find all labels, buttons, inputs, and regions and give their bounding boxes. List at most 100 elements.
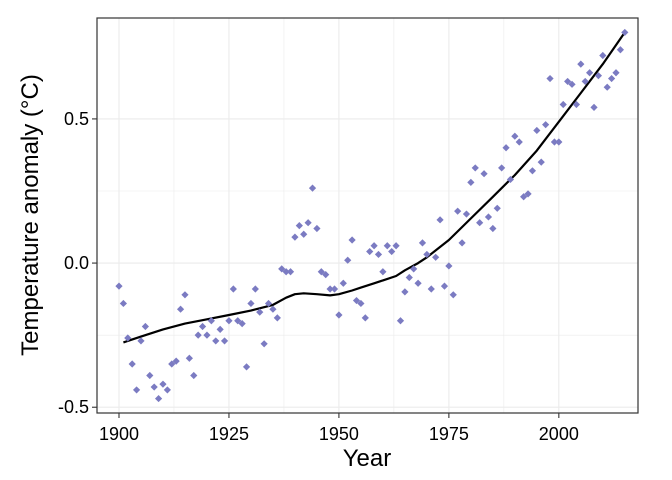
data-point bbox=[542, 121, 550, 129]
data-point bbox=[141, 322, 149, 331]
data-point bbox=[168, 360, 176, 368]
data-point bbox=[326, 285, 334, 293]
data-point bbox=[405, 273, 413, 282]
data-point bbox=[146, 371, 154, 380]
data-point bbox=[506, 175, 515, 184]
data-point bbox=[502, 144, 510, 152]
data-point bbox=[388, 247, 396, 256]
data-point bbox=[339, 279, 347, 287]
data-point bbox=[330, 285, 339, 293]
data-point bbox=[493, 204, 501, 212]
gridlines bbox=[97, 18, 638, 413]
data-point bbox=[256, 308, 264, 316]
data-point bbox=[203, 331, 211, 339]
data-point bbox=[511, 132, 519, 140]
data-point bbox=[555, 138, 563, 146]
data-point bbox=[247, 299, 255, 308]
data-point bbox=[590, 103, 598, 111]
data-point bbox=[128, 360, 136, 368]
y-tick-label: 0.0 bbox=[64, 253, 89, 273]
data-point bbox=[269, 305, 277, 313]
data-point bbox=[379, 268, 387, 276]
data-point bbox=[132, 386, 141, 394]
data-point bbox=[458, 239, 466, 247]
data-point bbox=[335, 311, 343, 319]
data-point bbox=[520, 193, 528, 201]
data-point bbox=[440, 282, 449, 290]
data-point bbox=[366, 247, 374, 256]
data-point bbox=[216, 325, 224, 333]
data-point bbox=[621, 28, 629, 37]
x-tick-label: 2000 bbox=[539, 424, 579, 444]
data-point bbox=[119, 299, 127, 308]
data-point bbox=[300, 230, 308, 238]
data-point bbox=[317, 268, 325, 276]
data-point bbox=[304, 219, 312, 227]
data-point bbox=[577, 60, 585, 68]
data-point bbox=[396, 317, 405, 325]
y-tick-label: 0.5 bbox=[64, 109, 89, 129]
data-point bbox=[207, 317, 215, 325]
data-point bbox=[612, 69, 620, 77]
data-point bbox=[282, 268, 290, 276]
data-point bbox=[546, 74, 554, 83]
data-point bbox=[410, 265, 418, 273]
data-point bbox=[220, 337, 229, 345]
data-point bbox=[454, 207, 462, 215]
data-point bbox=[137, 337, 145, 345]
data-point bbox=[449, 291, 457, 299]
data-point bbox=[572, 100, 581, 109]
data-point bbox=[467, 178, 475, 186]
data-point bbox=[568, 80, 576, 88]
data-point bbox=[348, 236, 356, 244]
x-tick-label: 1950 bbox=[319, 424, 359, 444]
data-point bbox=[251, 285, 259, 293]
x-axis-title: Year bbox=[343, 445, 392, 472]
data-point bbox=[163, 386, 171, 394]
data-point bbox=[278, 265, 286, 273]
data-point bbox=[185, 354, 193, 362]
data-point bbox=[159, 380, 167, 388]
data-point bbox=[528, 167, 537, 175]
data-point bbox=[515, 138, 523, 146]
data-point bbox=[357, 299, 365, 308]
data-point bbox=[238, 320, 246, 328]
data-point bbox=[471, 164, 479, 172]
data-point bbox=[234, 317, 242, 325]
data-point bbox=[322, 271, 330, 279]
data-point bbox=[260, 340, 268, 348]
data-point bbox=[594, 72, 603, 80]
data-point bbox=[616, 46, 625, 54]
data-point bbox=[423, 250, 431, 259]
data-point bbox=[564, 77, 572, 86]
data-point bbox=[229, 285, 237, 293]
data-point bbox=[176, 305, 185, 313]
plot-border bbox=[96, 17, 639, 414]
data-point bbox=[344, 256, 352, 264]
data-point bbox=[225, 317, 233, 325]
data-point bbox=[352, 296, 361, 305]
data-point bbox=[537, 158, 545, 166]
data-point bbox=[414, 279, 422, 287]
data-point bbox=[586, 69, 594, 77]
data-point bbox=[150, 383, 158, 391]
data-point bbox=[295, 221, 303, 230]
x-tick-label: 1975 bbox=[429, 424, 469, 444]
data-point bbox=[608, 74, 616, 83]
data-point bbox=[436, 216, 444, 224]
data-point bbox=[581, 77, 589, 86]
data-point bbox=[273, 314, 281, 322]
data-point bbox=[550, 138, 559, 146]
data-point bbox=[313, 224, 321, 233]
data-point bbox=[370, 242, 378, 250]
x-axis-ticks: 1900 1925 1950 1975 2000 bbox=[99, 413, 579, 444]
data-point bbox=[154, 394, 163, 403]
data-point bbox=[418, 239, 427, 247]
data-point bbox=[190, 371, 198, 380]
y-axis-ticks: -0.5 0.0 0.5 bbox=[58, 109, 97, 417]
data-point bbox=[115, 282, 123, 290]
smooth-trend-layer bbox=[123, 31, 626, 344]
data-point bbox=[286, 268, 295, 276]
data-point bbox=[194, 331, 202, 339]
